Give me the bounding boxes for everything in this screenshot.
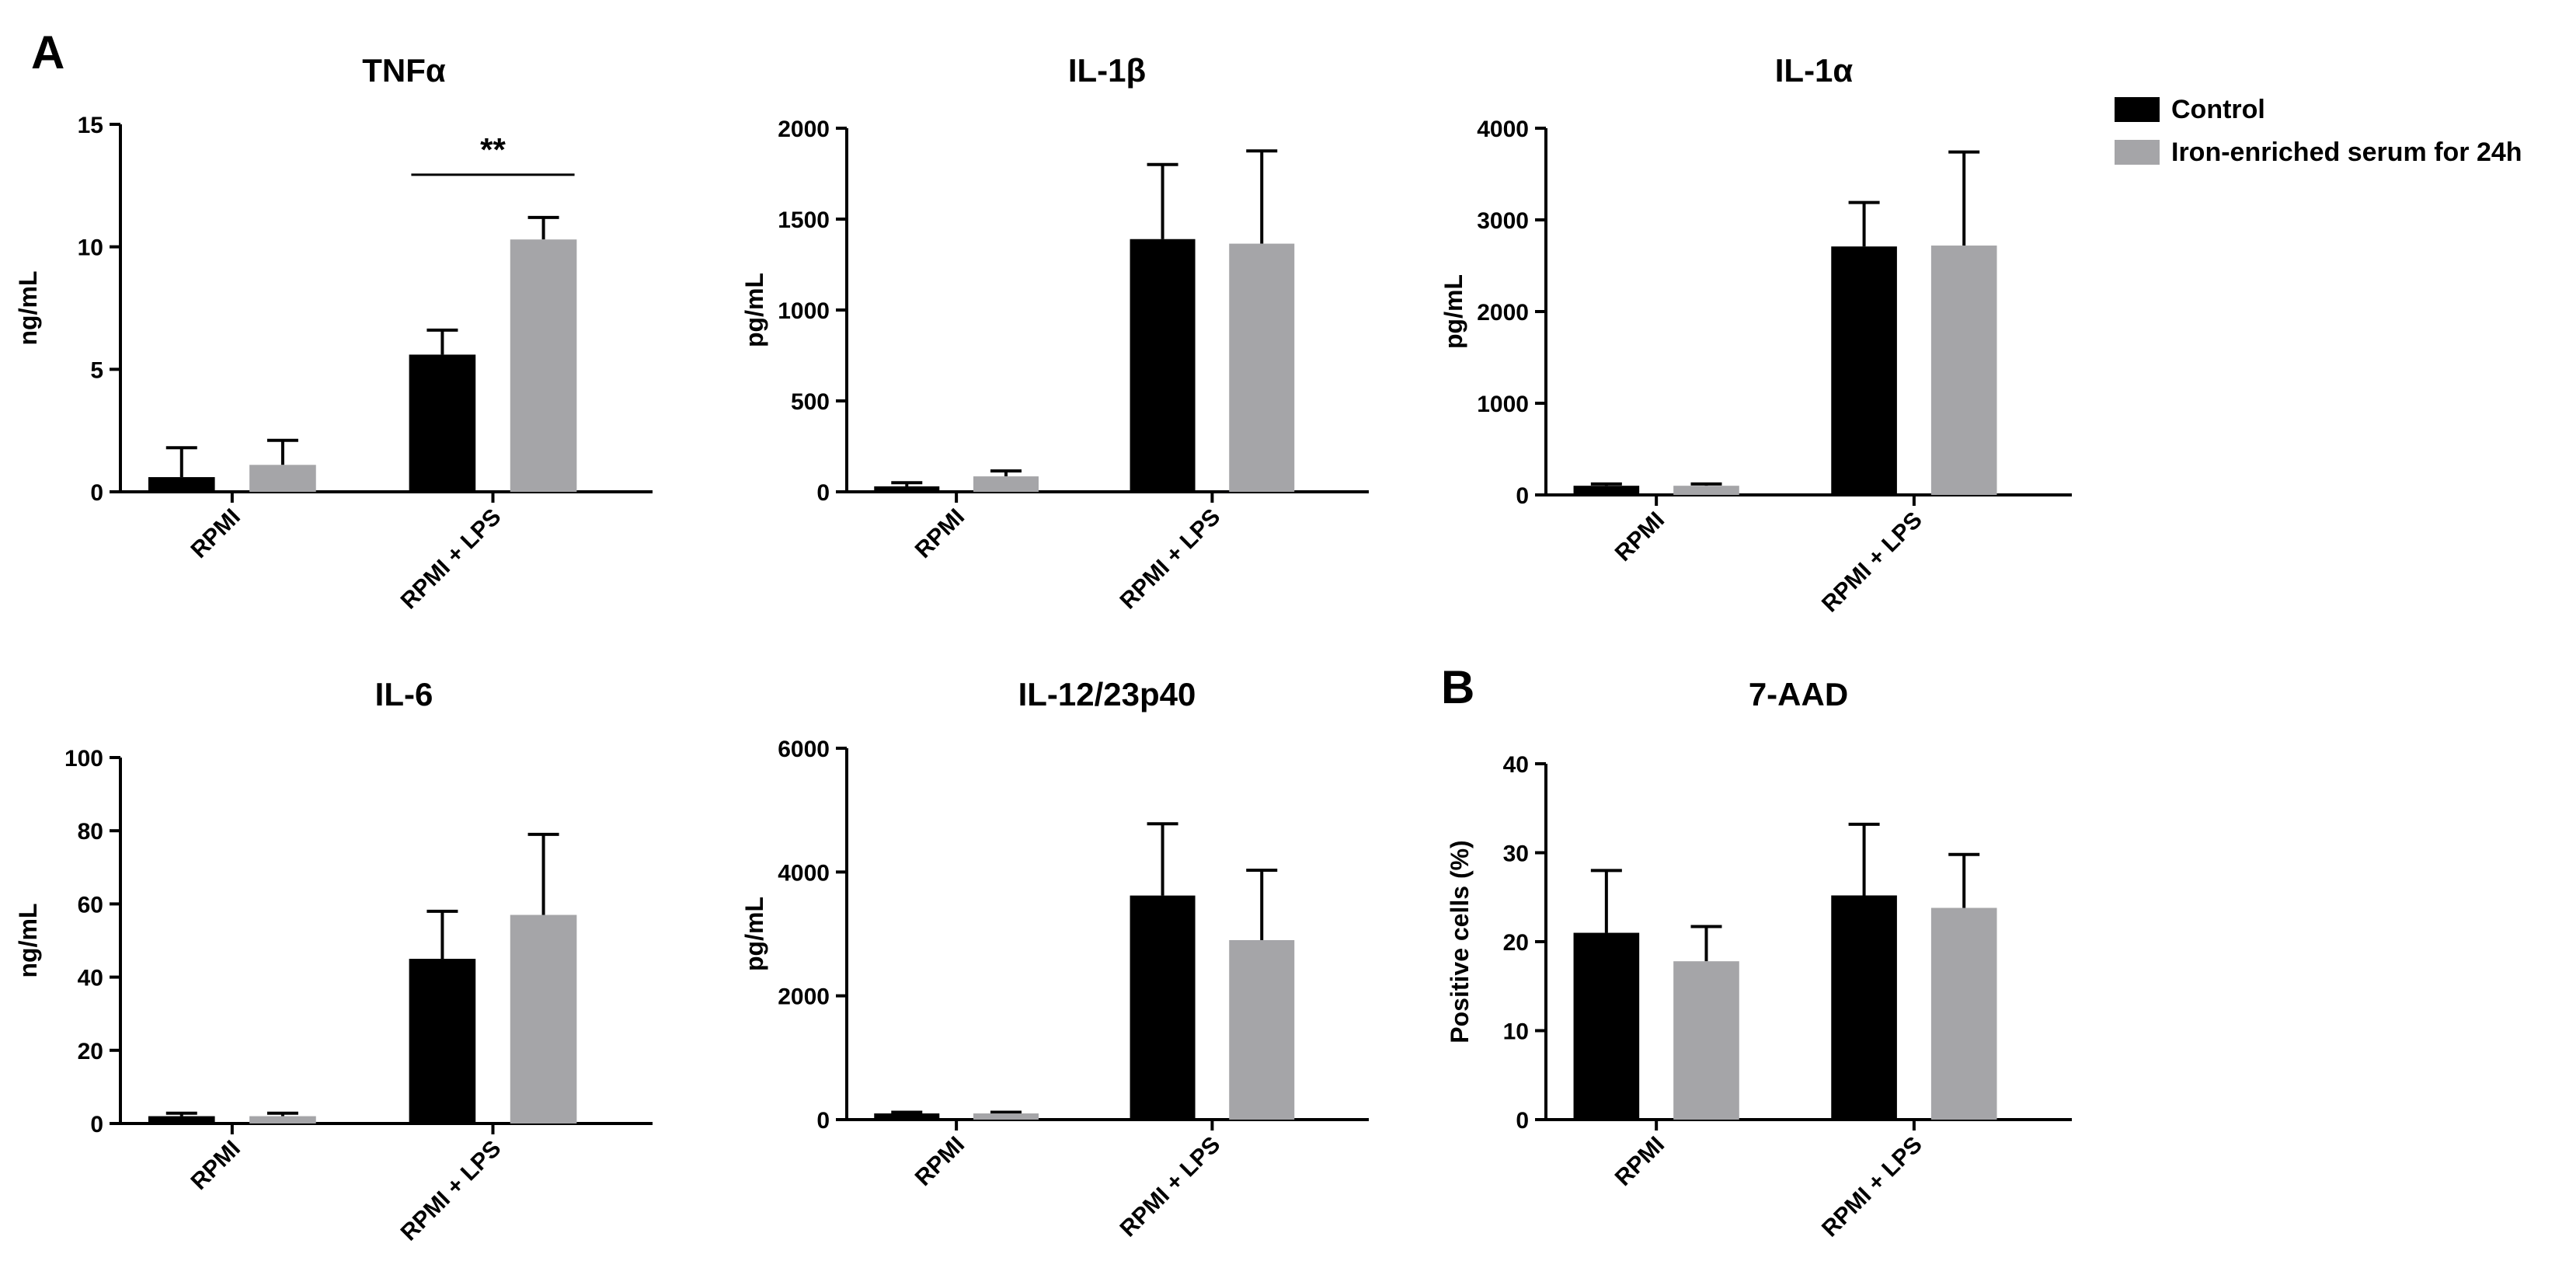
bar-control-0 bbox=[874, 486, 940, 492]
bar-control-1 bbox=[1831, 895, 1897, 1120]
y-tick-label: 2000 bbox=[1477, 300, 1529, 326]
bar-control-1 bbox=[1130, 239, 1196, 492]
x-tick-label: RPMI + LPS bbox=[1116, 504, 1226, 615]
y-tick-label: 4000 bbox=[778, 860, 830, 886]
chart-title: 7-AAD bbox=[1749, 676, 1848, 712]
y-tick-label: 15 bbox=[78, 113, 103, 138]
y-tick-label: 40 bbox=[1503, 752, 1529, 778]
chart-0: TNFα 0 5 10 15 ng/mL RPMI RPMI + LPS ** bbox=[14, 52, 653, 614]
bar-iron-0 bbox=[973, 1113, 1039, 1120]
legend-label-0: Control bbox=[2171, 95, 2265, 124]
y-tick-label: 20 bbox=[78, 1039, 103, 1064]
y-tick-label: 0 bbox=[1516, 483, 1529, 509]
y-tick-label: 4000 bbox=[1477, 117, 1529, 142]
x-tick-label: RPMI + LPS bbox=[1116, 1132, 1226, 1242]
x-tick-label: RPMI bbox=[1610, 507, 1669, 566]
bar-iron-1 bbox=[510, 239, 577, 492]
bar-iron-0 bbox=[1673, 961, 1739, 1120]
bar-control-0 bbox=[148, 1116, 215, 1123]
y-tick-label: 2000 bbox=[778, 117, 830, 142]
bar-iron-0 bbox=[249, 465, 316, 492]
x-tick-label: RPMI bbox=[186, 1136, 245, 1195]
panel-label-b: B bbox=[1441, 661, 1474, 713]
bar-iron-0 bbox=[249, 1116, 316, 1123]
y-tick-label: 0 bbox=[816, 1108, 830, 1134]
y-tick-label: 10 bbox=[1503, 1019, 1529, 1045]
legend-label-1: Iron-enriched serum for 24h bbox=[2171, 138, 2522, 167]
chart-4: IL-12/23p40 0 2000 4000 6000 pg/mL RPMI RPMI + … bbox=[740, 676, 1369, 1242]
charts: TNFα 0 5 10 15 ng/mL RPMI RPMI + LPS ** IL-1β 0 500… bbox=[14, 52, 2072, 1245]
legend-swatch-1 bbox=[2115, 140, 2160, 165]
bar-control-1 bbox=[1130, 895, 1196, 1120]
y-tick-label: 80 bbox=[78, 819, 103, 845]
chart-title: IL-1α bbox=[1775, 52, 1854, 89]
bar-control-1 bbox=[1831, 246, 1897, 495]
bar-iron-1 bbox=[1229, 243, 1295, 492]
y-tick-label: 2000 bbox=[778, 984, 830, 1010]
y-tick-label: 20 bbox=[1503, 930, 1529, 956]
bar-iron-1 bbox=[1930, 246, 1997, 495]
bar-iron-1 bbox=[1229, 939, 1295, 1120]
y-tick-label: 0 bbox=[90, 480, 103, 506]
x-tick-label: RPMI bbox=[910, 1132, 969, 1191]
y-tick-label: 100 bbox=[64, 746, 103, 772]
legend-swatch-0 bbox=[2115, 97, 2160, 122]
chart-title: IL-1β bbox=[1068, 52, 1146, 89]
panel-label-a: A bbox=[31, 26, 64, 78]
y-tick-label: 0 bbox=[1516, 1108, 1529, 1134]
y-tick-label: 1500 bbox=[778, 207, 830, 233]
y-tick-label: 10 bbox=[78, 235, 103, 261]
chart-title: TNFα bbox=[362, 52, 446, 89]
bar-iron-0 bbox=[1673, 486, 1739, 495]
chart-2: IL-1α 0 1000 2000 3000 4000 pg/mL RPMI RPMI + LP… bbox=[1439, 52, 2072, 617]
y-tick-label: 30 bbox=[1503, 841, 1529, 867]
bar-control-0 bbox=[1573, 486, 1640, 495]
significance-label: ** bbox=[480, 131, 506, 168]
x-tick-label: RPMI + LPS bbox=[396, 504, 506, 615]
chart-1: IL-1β 0 500 1000 1500 2000 pg/mL RPMI RPMI + LPS bbox=[740, 52, 1369, 614]
bar-control-0 bbox=[874, 1113, 940, 1120]
bar-iron-0 bbox=[973, 476, 1039, 492]
y-axis-label: ng/mL bbox=[14, 904, 42, 978]
x-tick-label: RPMI + LPS bbox=[396, 1136, 506, 1246]
x-tick-label: RPMI bbox=[910, 504, 969, 563]
x-tick-label: RPMI + LPS bbox=[1817, 507, 1927, 618]
y-axis-label: ng/mL bbox=[14, 271, 42, 346]
x-tick-label: RPMI bbox=[186, 504, 245, 563]
y-tick-label: 60 bbox=[78, 892, 103, 918]
y-tick-label: 0 bbox=[90, 1112, 103, 1137]
bar-control-1 bbox=[409, 959, 476, 1123]
bar-control-0 bbox=[1573, 932, 1640, 1120]
y-tick-label: 500 bbox=[791, 389, 830, 415]
bar-iron-1 bbox=[510, 914, 577, 1123]
bar-control-1 bbox=[409, 354, 476, 492]
chart-title: IL-6 bbox=[375, 676, 433, 712]
y-axis-label: Positive cells (%) bbox=[1446, 840, 1474, 1043]
chart-title: IL-12/23p40 bbox=[1018, 676, 1196, 712]
bar-control-0 bbox=[148, 477, 215, 492]
y-tick-label: 6000 bbox=[778, 737, 830, 762]
x-tick-label: RPMI bbox=[1610, 1132, 1669, 1191]
chart-3: IL-6 0 20 40 60 80 100 ng/mL RPMI RPMI + LPS bbox=[14, 676, 653, 1245]
y-tick-label: 0 bbox=[816, 480, 830, 506]
bar-iron-1 bbox=[1930, 908, 1997, 1120]
y-tick-label: 5 bbox=[90, 357, 103, 383]
y-tick-label: 3000 bbox=[1477, 208, 1529, 234]
y-tick-label: 40 bbox=[78, 966, 103, 991]
y-axis-label: pg/mL bbox=[740, 273, 768, 347]
legend: Control Iron-enriched serum for 24h bbox=[2115, 95, 2522, 167]
chart-5: 7-AAD 0 10 20 30 40 Positive cells (%) RPMI RPMI… bbox=[1446, 676, 2072, 1242]
x-tick-label: RPMI + LPS bbox=[1817, 1132, 1927, 1242]
y-axis-label: pg/mL bbox=[1439, 274, 1467, 349]
y-axis-label: pg/mL bbox=[740, 897, 768, 971]
y-tick-label: 1000 bbox=[778, 298, 830, 324]
y-tick-label: 1000 bbox=[1477, 392, 1529, 417]
